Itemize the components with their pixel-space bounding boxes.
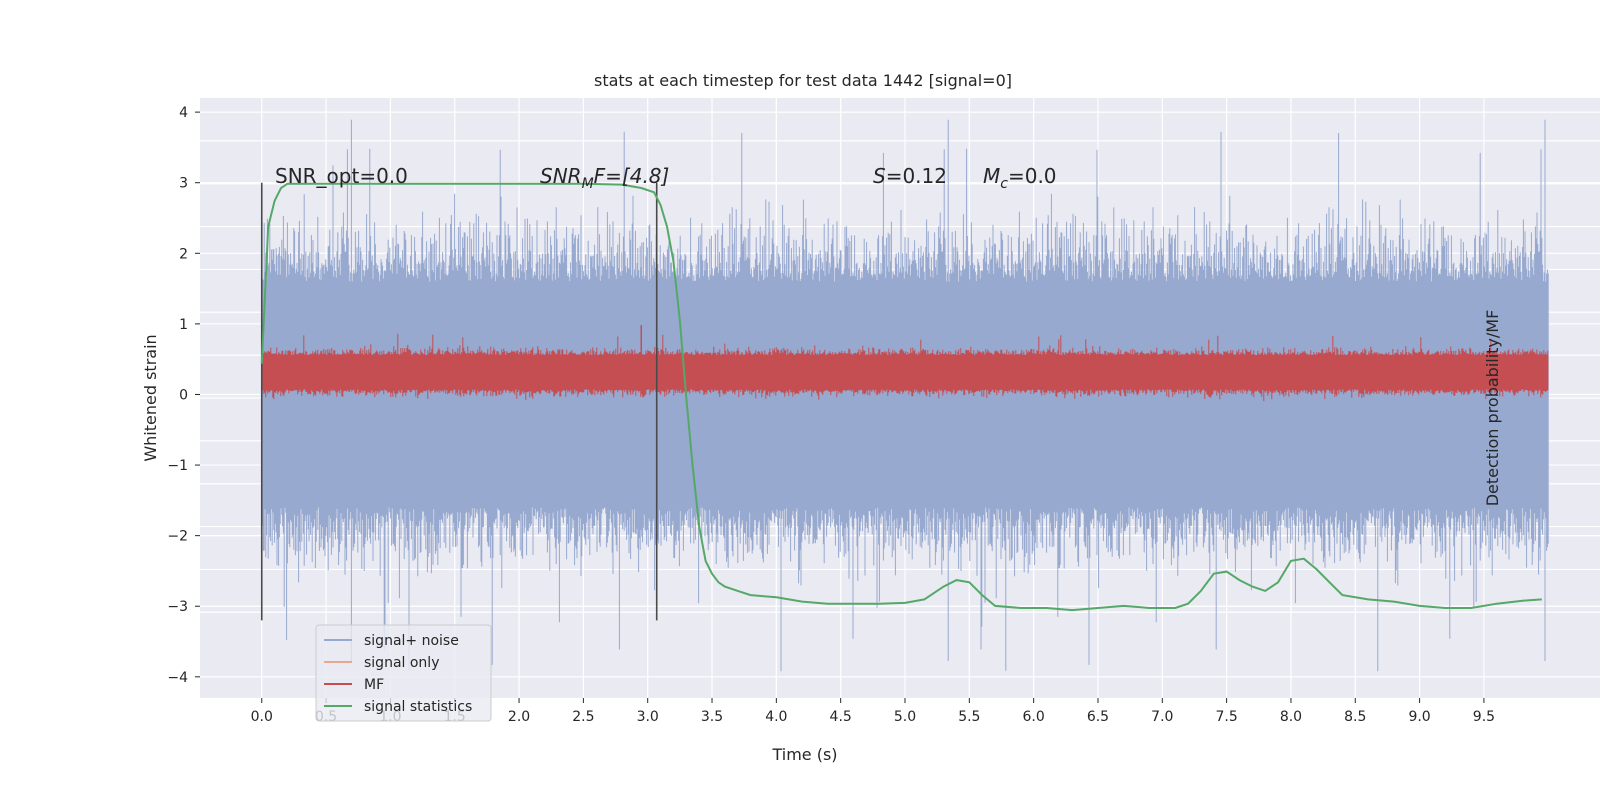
- y-tick-label: 4: [179, 105, 188, 121]
- annotation-snr-mf-sub: M: [582, 176, 594, 192]
- annotation-snr-mf: SNRMF=[4.8]: [540, 164, 669, 192]
- y-axis-right-label: Detection probability/MF: [1483, 310, 1502, 507]
- y-tick-label: 3: [179, 176, 188, 192]
- x-tick-label: 3.5: [701, 709, 723, 725]
- legend: signal+ noise signal only MF signal statist…: [315, 624, 492, 722]
- y-axis-ticks: 4 3 2 1 0 −1 −2 −3 −4: [167, 105, 200, 686]
- y-tick-label: −3: [167, 599, 188, 615]
- annotation-snr-mf-base: SNR: [540, 164, 582, 188]
- legend-label: MF: [364, 677, 384, 693]
- legend-label: signal+ noise: [364, 633, 459, 649]
- x-tick-label: 3.0: [637, 709, 659, 725]
- x-tick-label: 5.5: [958, 709, 980, 725]
- x-tick-label: 0.0: [251, 709, 273, 725]
- series-signal-plus-noise: [261, 119, 1549, 672]
- x-tick-label: 6.0: [1023, 709, 1045, 725]
- annotation-mc-base: M: [983, 164, 1000, 188]
- y-tick-label: 2: [179, 246, 188, 262]
- legend-box: [315, 624, 492, 722]
- y-tick-label: 0: [179, 387, 188, 403]
- annotation-s-var: S: [873, 164, 886, 188]
- y-tick-label: −1: [167, 458, 188, 474]
- annotation-s: S=0.12: [873, 164, 947, 188]
- annotation-mc: Mc=0.0: [983, 164, 1057, 192]
- annotation-snr-mf-rest: F=[4.8]: [594, 164, 670, 188]
- annotation-mc-rest: =0.0: [1008, 164, 1057, 188]
- x-tick-label: 8.5: [1344, 709, 1366, 725]
- y-axis-label: Whitened strain: [141, 334, 160, 461]
- x-tick-label: 6.5: [1087, 709, 1109, 725]
- legend-entries: signal+ noise signal only MF signal statist…: [324, 633, 472, 715]
- series-mf: [261, 325, 1549, 402]
- x-tick-label: 4.5: [830, 709, 852, 725]
- x-tick-label: 8.0: [1280, 709, 1302, 725]
- x-tick-label: 9.5: [1473, 709, 1495, 725]
- x-tick-label: 7.0: [1151, 709, 1173, 725]
- y-tick-label: 1: [179, 317, 188, 333]
- annotation-mc-sub: c: [1000, 176, 1008, 192]
- annotations: SNR_opt=0.0 SNRMF=[4.8] S=0.12 Mc=0.0: [275, 164, 1057, 192]
- signal-statistics-line: [260, 182, 1542, 612]
- legend-label: signal only: [364, 655, 439, 671]
- vertical-markers: [260, 182, 658, 621]
- x-tick-label: 2.0: [508, 709, 530, 725]
- annotation-s-rest: =0.12: [886, 164, 947, 188]
- x-tick-label: 2.5: [572, 709, 594, 725]
- chart-title: stats at each timestep for test data 144…: [594, 71, 1012, 90]
- legend-label: signal statistics: [364, 699, 472, 715]
- x-tick-label: 5.0: [894, 709, 916, 725]
- annotation-snr-opt: SNR_opt=0.0: [275, 164, 408, 188]
- x-tick-label: 9.0: [1408, 709, 1430, 725]
- y-tick-label: −4: [167, 670, 188, 686]
- x-axis-label: Time (s): [771, 745, 837, 764]
- x-tick-label: 7.5: [1215, 709, 1237, 725]
- y-tick-label: −2: [167, 529, 188, 545]
- series-signal-statistics: [260, 182, 1542, 612]
- x-tick-label: 4.0: [765, 709, 787, 725]
